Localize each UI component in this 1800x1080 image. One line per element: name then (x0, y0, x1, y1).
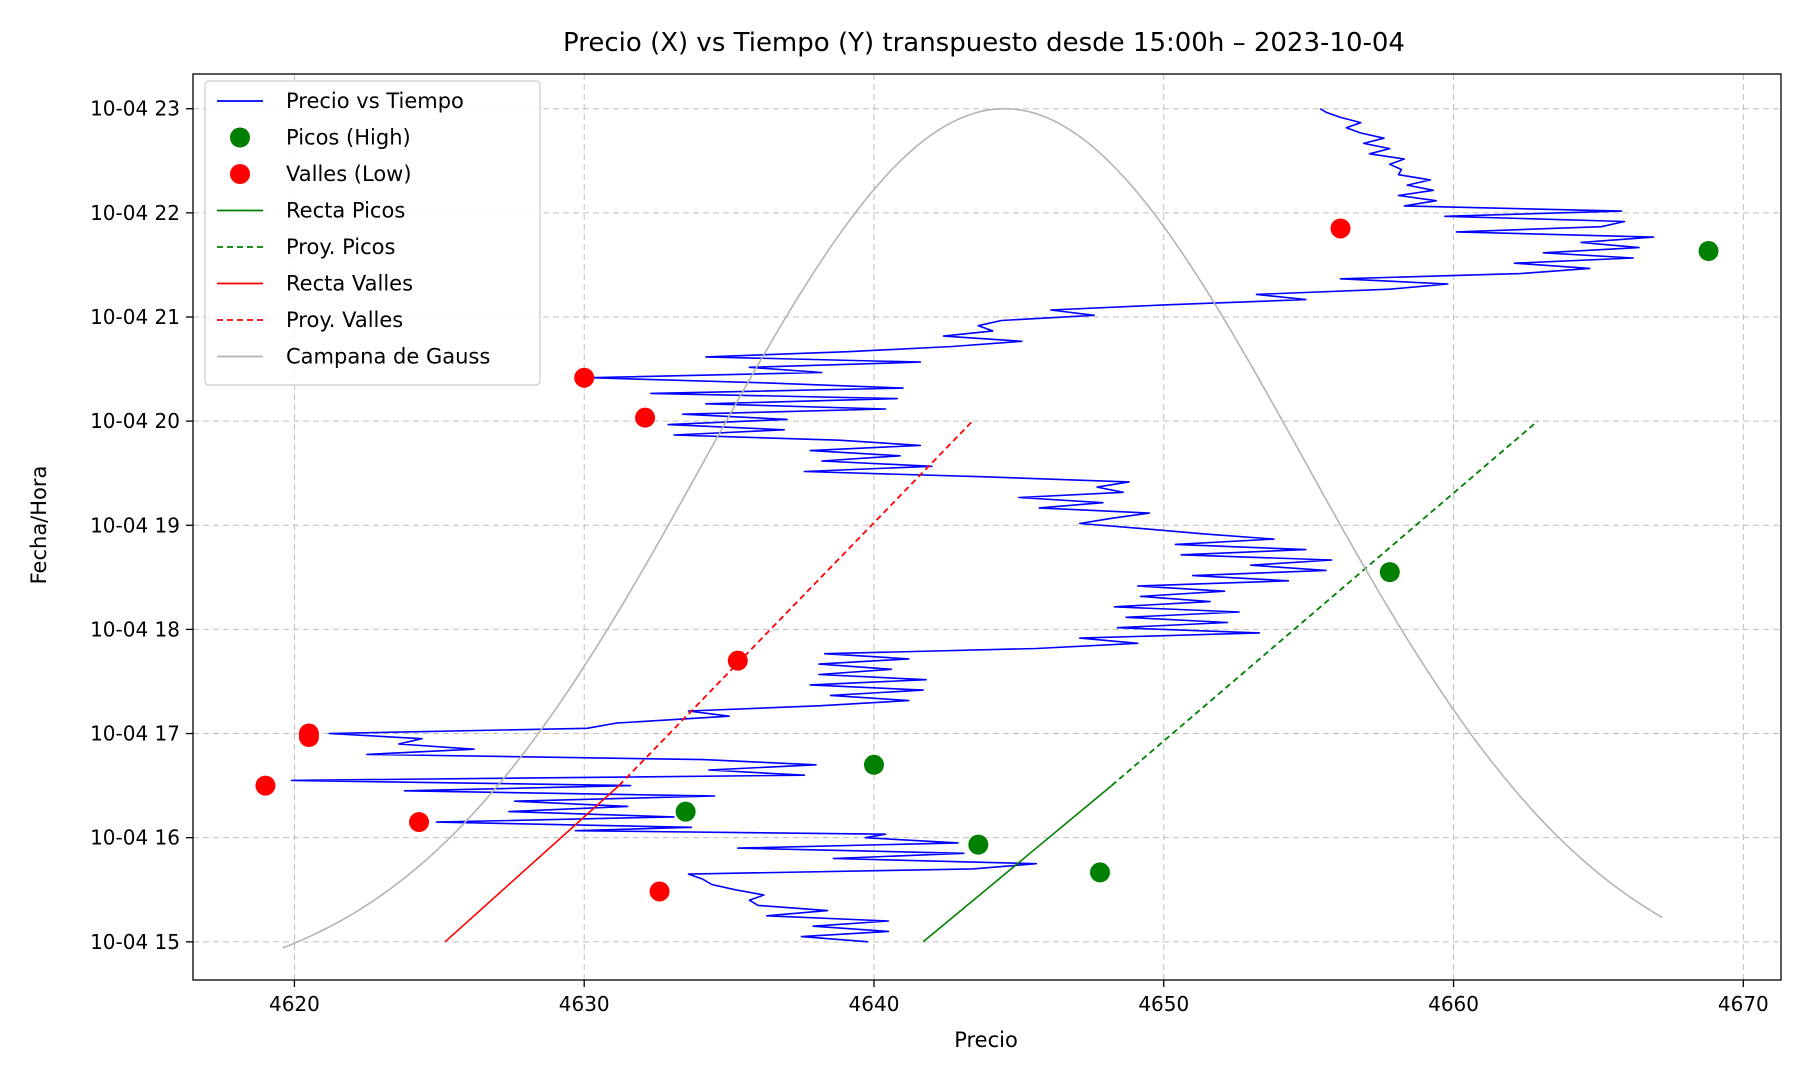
valles-low-point (574, 367, 595, 388)
legend-label-valles-low: Valles (Low) (286, 162, 412, 186)
picos-high-point (1698, 241, 1719, 262)
legend-label-recta-valles: Recta Valles (286, 272, 413, 296)
x-tick-label: 4640 (849, 992, 900, 1016)
picos-high-point (675, 801, 696, 822)
picos-high-point (863, 754, 884, 775)
legend-label-campana-de-gauss: Campana de Gauss (286, 345, 490, 369)
legend: Precio vs Tiempo Picos (High) Valles (Low)… (204, 80, 541, 386)
x-tick-label: 4630 (559, 992, 610, 1016)
y-tick-label: 10-04 17 (90, 722, 180, 746)
y-tick-label: 10-04 20 (90, 409, 180, 433)
x-axis-label: Precio (954, 1028, 1018, 1052)
y-tick-label: 10-04 16 (90, 826, 180, 850)
chart-title: Precio (X) vs Tiempo (Y) transpuesto des… (563, 28, 1405, 58)
campana-de-gauss-curve (282, 107, 1663, 949)
recta-valles-line (444, 785, 620, 943)
valles-low-point (649, 881, 670, 902)
picos-high-point (968, 834, 989, 855)
recta-picos-line (922, 784, 1113, 943)
y-axis-label: Fecha/Hora (27, 466, 51, 585)
precio-vs-tiempo-line (290, 108, 1655, 943)
proy-picos-line (1111, 420, 1539, 787)
proy-valles-line (618, 420, 974, 787)
legend-marker-valles-low (230, 164, 250, 184)
ticks-layer: 4620 4630 4640 4650 4660 4670 10-04 15 10-04 16… (90, 97, 1769, 1016)
x-tick-label: 4660 (1428, 992, 1479, 1016)
y-tick-label: 10-04 21 (90, 305, 180, 329)
y-tick-label: 10-04 23 (90, 97, 180, 121)
valles-low-point (635, 407, 656, 428)
y-tick-label: 10-04 19 (90, 513, 180, 537)
picos-high-point (1379, 562, 1400, 583)
legend-label-proy-valles: Proy. Valles (286, 308, 403, 332)
valles-low-point (255, 775, 276, 796)
valles-low-point (727, 650, 748, 671)
x-tick-label: 4670 (1718, 992, 1769, 1016)
x-tick-label: 4620 (269, 992, 320, 1016)
grid-layer (193, 74, 1781, 980)
legend-label-precio-vs-tiempo: Precio vs Tiempo (286, 89, 464, 113)
valles-low-point (409, 812, 430, 833)
legend-marker-picos-high (230, 127, 250, 148)
data-layer (255, 107, 1719, 949)
legend-label-picos-high: Picos (High) (286, 126, 411, 150)
y-tick-label: 10-04 15 (90, 930, 180, 954)
valles-low-point (1330, 218, 1351, 239)
valles-low-point (298, 723, 319, 744)
y-tick-label: 10-04 18 (90, 617, 180, 641)
picos-high-point (1090, 862, 1111, 883)
legend-label-recta-picos: Recta Picos (286, 199, 405, 223)
plot-frame (192, 73, 1782, 981)
y-tick-label: 10-04 22 (90, 201, 180, 225)
x-tick-label: 4650 (1138, 992, 1189, 1016)
legend-label-proy-picos: Proy. Picos (286, 235, 395, 259)
legend-box (204, 80, 541, 386)
